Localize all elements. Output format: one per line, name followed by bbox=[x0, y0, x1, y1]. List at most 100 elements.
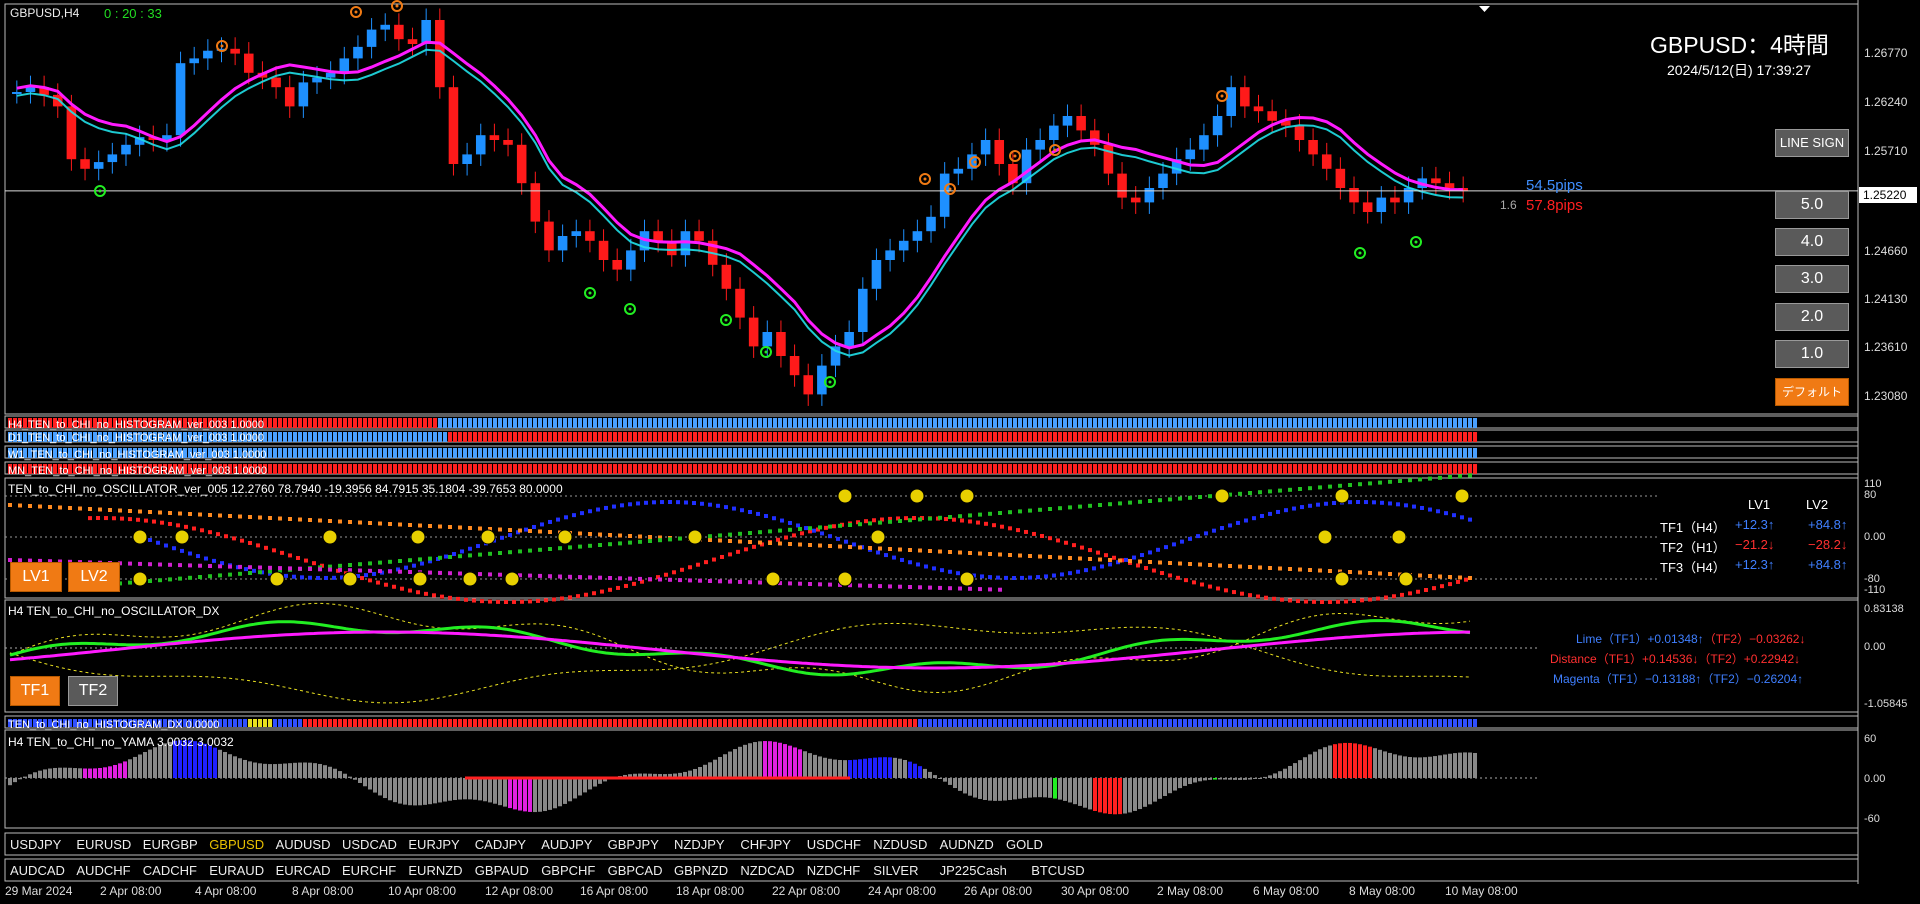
histogram-cell bbox=[1138, 432, 1142, 442]
symbol-gbpaud[interactable]: GBPAUD bbox=[474, 863, 529, 878]
yama-bar bbox=[923, 768, 927, 778]
symbol-nzdcad[interactable]: NZDCAD bbox=[740, 863, 795, 878]
symbol-usdjpy[interactable]: USDJPY bbox=[10, 837, 62, 852]
level-3-button[interactable]: 3.0 bbox=[1775, 265, 1849, 293]
histogram-cell bbox=[833, 432, 837, 442]
histogram-cell bbox=[953, 432, 957, 442]
lv2-button[interactable]: LV2 bbox=[68, 562, 120, 592]
symbol-nzdjpy[interactable]: NZDJPY bbox=[674, 837, 725, 852]
histogram-cell bbox=[458, 418, 462, 428]
level-2-button[interactable]: 2.0 bbox=[1775, 303, 1849, 331]
symbol-chfjpy[interactable]: CHFJPY bbox=[740, 837, 791, 852]
candle-body bbox=[1021, 149, 1032, 184]
symbol-gbpcad[interactable]: GBPCAD bbox=[607, 863, 663, 878]
osc-blue-dots bbox=[268, 571, 272, 576]
osc-blue-dots bbox=[1044, 574, 1048, 579]
symbol-nzdusd[interactable]: NZDUSD bbox=[873, 837, 928, 852]
osc-blue-dots bbox=[1332, 501, 1336, 506]
hist-dx-cell bbox=[1258, 719, 1262, 727]
histogram-cell bbox=[648, 448, 652, 458]
osc-blue-dots bbox=[724, 505, 728, 510]
hist-dx-cell bbox=[1058, 719, 1062, 727]
symbol-eurgbp[interactable]: EURGBP bbox=[142, 837, 198, 852]
osc-orange-dots bbox=[28, 504, 32, 508]
default-button[interactable]: デフォルト bbox=[1775, 378, 1849, 406]
histogram-cell bbox=[413, 448, 417, 458]
lv1-button[interactable]: LV1 bbox=[10, 562, 62, 592]
dx-band-lower bbox=[9, 622, 1471, 704]
symbol-gbpchf[interactable]: GBPCHF bbox=[541, 863, 596, 878]
osc-blue-dots bbox=[1124, 557, 1128, 562]
candle-body bbox=[1226, 87, 1236, 116]
symbol-silver[interactable]: SILVER bbox=[873, 863, 919, 878]
symbol-audnzd[interactable]: AUDNZD bbox=[939, 837, 994, 852]
symbol-gbpusd[interactable]: GBPUSD bbox=[209, 837, 265, 852]
histogram-cell bbox=[923, 448, 927, 458]
symbol-eurjpy[interactable]: EURJPY bbox=[408, 837, 460, 852]
osc-orange-dots bbox=[618, 533, 622, 538]
symbol-audusd[interactable]: AUDUSD bbox=[275, 837, 331, 852]
symbol-gbpnzd[interactable]: GBPNZD bbox=[674, 863, 729, 878]
histogram-cell bbox=[158, 418, 162, 428]
level-1-button[interactable]: 1.0 bbox=[1775, 340, 1849, 368]
hist-dx-cell bbox=[88, 719, 92, 727]
symbol-euraud[interactable]: EURAUD bbox=[209, 863, 265, 878]
yama-bar bbox=[998, 778, 1002, 801]
level-5-button[interactable]: 5.0 bbox=[1775, 191, 1849, 219]
histogram-cell bbox=[123, 432, 127, 442]
histogram-cell bbox=[998, 448, 1002, 458]
osc-red-dots bbox=[968, 519, 972, 524]
osc-green-dots bbox=[818, 525, 822, 530]
symbol-usdchf[interactable]: USDCHF bbox=[806, 837, 861, 852]
histogram-cell bbox=[83, 432, 87, 442]
symbol-audchf[interactable]: AUDCHF bbox=[76, 863, 131, 878]
osc-blue-dots bbox=[852, 542, 856, 547]
yama-tick: -60 bbox=[1864, 813, 1880, 825]
symbol-eurchf[interactable]: EURCHF bbox=[342, 863, 397, 878]
histogram-cell bbox=[758, 448, 762, 458]
histogram-label-h4: H4_TEN_to_CHI_no_HISTOGRAM_ver_003 1.000… bbox=[8, 419, 264, 431]
histogram-cell bbox=[678, 432, 682, 442]
signal-dot bbox=[1414, 240, 1418, 244]
symbol-nzdchf[interactable]: NZDCHF bbox=[806, 863, 861, 878]
histogram-cell bbox=[368, 448, 372, 458]
osc-orange-dots bbox=[1278, 566, 1282, 571]
osc-green-dots bbox=[998, 511, 1002, 515]
hist-dx-cell bbox=[788, 719, 792, 727]
histogram-cell bbox=[1403, 464, 1407, 474]
tf2-button[interactable]: TF2 bbox=[68, 676, 118, 706]
symbol-eurcad[interactable]: EURCAD bbox=[275, 863, 331, 878]
line-sign-button[interactable]: LINE SIGN bbox=[1775, 129, 1849, 157]
osc-red-dots bbox=[1152, 568, 1156, 573]
yama-bar bbox=[713, 759, 717, 778]
histogram-cell bbox=[78, 448, 82, 458]
symbol-eurnzd[interactable]: EURNZD bbox=[408, 863, 463, 878]
symbol-gold[interactable]: GOLD bbox=[1006, 837, 1043, 852]
tf1-button[interactable]: TF1 bbox=[10, 676, 60, 706]
symbol-audcad[interactable]: AUDCAD bbox=[10, 863, 65, 878]
osc-orange-dots bbox=[918, 548, 922, 553]
symbol-btcusd[interactable]: BTCUSD bbox=[1031, 863, 1085, 878]
osc-blue-dots bbox=[1076, 569, 1080, 574]
symbol-usdcad[interactable]: USDCAD bbox=[342, 837, 397, 852]
osc-red-dots bbox=[488, 599, 492, 604]
symbol-cadjpy[interactable]: CADJPY bbox=[474, 837, 527, 852]
histogram-cell bbox=[513, 464, 517, 474]
histogram-cell bbox=[588, 432, 592, 442]
histogram-cell bbox=[323, 418, 327, 428]
symbol-eurusd[interactable]: EURUSD bbox=[76, 837, 132, 852]
osc-green-dots bbox=[678, 536, 682, 541]
symbol-audjpy[interactable]: AUDJPY bbox=[541, 837, 593, 852]
hist-dx-cell bbox=[883, 719, 887, 727]
osc-blue-dots bbox=[684, 500, 688, 505]
hist-dx-cell bbox=[548, 719, 552, 727]
symbol-cadchf[interactable]: CADCHF bbox=[142, 863, 197, 878]
osc-magenta-dots bbox=[548, 574, 552, 579]
osc-orange-dots bbox=[898, 547, 902, 552]
histogram-cell bbox=[943, 448, 947, 458]
histogram-cell bbox=[593, 448, 597, 458]
level-4-button[interactable]: 4.0 bbox=[1775, 228, 1849, 256]
symbol-gbpjpy[interactable]: GBPJPY bbox=[607, 837, 659, 852]
symbol-jp225cash[interactable]: JP225Cash bbox=[939, 863, 1007, 878]
